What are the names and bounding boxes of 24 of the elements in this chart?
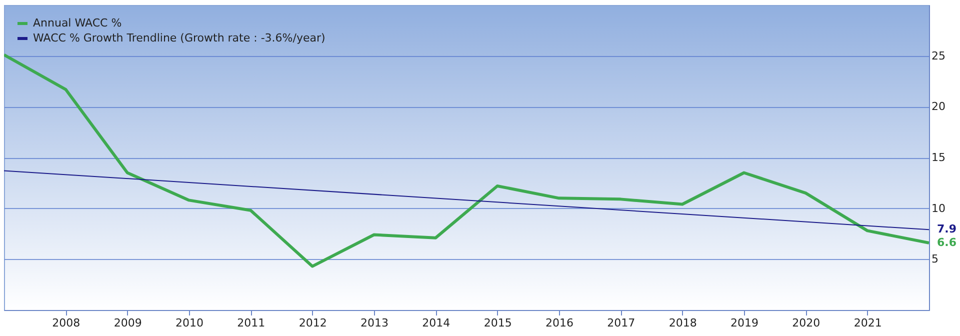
x-tick-label: 2021 — [854, 316, 882, 330]
x-tick-label: 2010 — [176, 316, 204, 330]
y-tick-label: 10 — [932, 202, 946, 215]
x-tick-label: 2009 — [114, 316, 142, 330]
legend-label: Annual WACC % — [33, 16, 122, 30]
x-tick-label: 2013 — [360, 316, 388, 330]
x-tick-label: 2012 — [298, 316, 327, 330]
x-tick-label: 2017 — [607, 316, 636, 330]
legend-label: WACC % Growth Trendline (Growth rate : -3.6%/year) — [33, 32, 326, 44]
x-tick-label: 2008 — [52, 316, 80, 330]
y-tick-label: 20 — [932, 100, 946, 114]
y-tick-label: 5 — [932, 252, 938, 266]
y-tick-label: 25 — [932, 49, 946, 62]
x-tick-label: 2016 — [546, 316, 574, 330]
x-tick-label: 2011 — [237, 316, 266, 330]
x-tick-label: 2015 — [484, 316, 512, 330]
x-tick-label: 2014 — [422, 316, 450, 330]
x-tick-label: 2019 — [730, 316, 758, 330]
y-tick-label: 15 — [932, 151, 946, 164]
line-series — [4, 53, 929, 268]
data-label: 7.9 — [937, 222, 956, 236]
x-tick-label: 2018 — [668, 316, 697, 330]
data-label: 6.6 — [937, 236, 957, 249]
x-tick-label: 2020 — [792, 316, 820, 330]
